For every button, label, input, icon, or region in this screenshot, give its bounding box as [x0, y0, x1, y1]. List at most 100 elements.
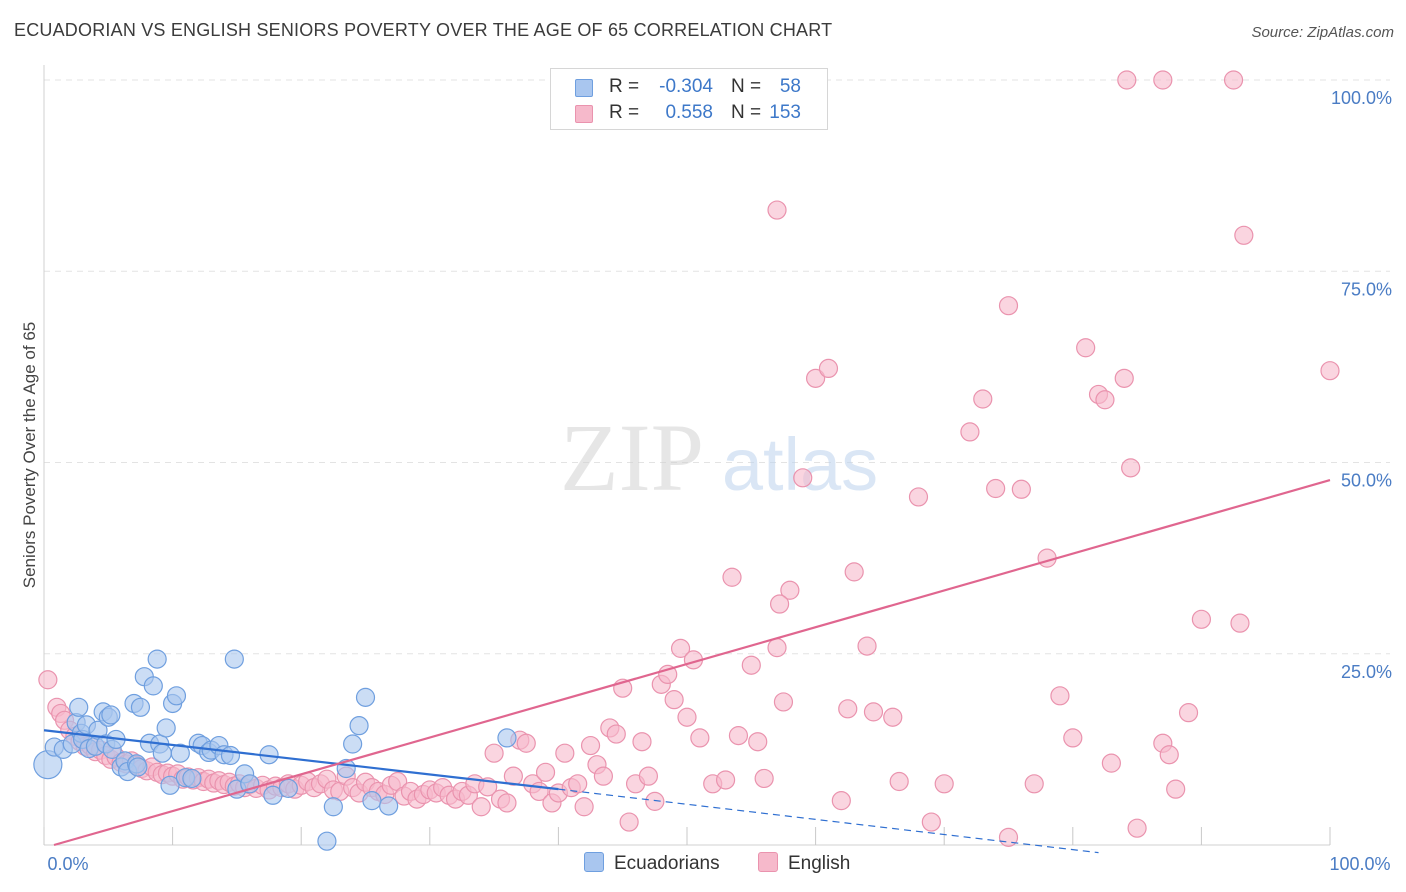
- bottom-legend-label: English: [788, 853, 851, 874]
- ecuadorian-point: [278, 778, 298, 798]
- y-tick-label: 75.0%: [1341, 279, 1392, 299]
- english-point: [574, 797, 594, 817]
- y-tick-label: 100.0%: [1331, 88, 1392, 108]
- english-point: [1101, 753, 1121, 773]
- english-point: [754, 768, 774, 789]
- english-point: [769, 594, 790, 614]
- chart-title: ECUADORIAN VS ENGLISH SENIORS POVERTY OV…: [14, 20, 833, 40]
- english-point: [838, 699, 858, 719]
- bottom-legend-label: Ecuadorians: [614, 853, 720, 874]
- english-point: [805, 368, 826, 388]
- x-tick-label: 100.0%: [1329, 854, 1390, 874]
- english-point: [883, 707, 903, 727]
- english-point: [780, 580, 800, 600]
- english-point: [568, 774, 588, 794]
- english-point: [670, 638, 691, 658]
- english-point: [1159, 745, 1179, 765]
- english-point: [1223, 70, 1244, 90]
- english-point: [516, 733, 536, 753]
- ecuadorian-point: [143, 676, 163, 696]
- ecuadorian-point: [182, 768, 202, 789]
- english-point: [632, 732, 652, 752]
- english-point: [1234, 225, 1254, 245]
- english-point: [986, 478, 1006, 499]
- english-point: [606, 724, 626, 744]
- english-point: [503, 766, 523, 786]
- bottom-legend-swatch-blue: [584, 852, 604, 872]
- ecuadorian-point: [317, 831, 337, 851]
- english-point: [722, 567, 742, 587]
- legend-n-label: N =: [731, 102, 762, 123]
- ecuadorian-point: [362, 791, 382, 811]
- ecuadorian-point: [101, 705, 121, 725]
- ecuadorian-point: [497, 728, 517, 748]
- english-point: [921, 812, 941, 832]
- english-point: [555, 743, 575, 763]
- english-point: [1191, 609, 1212, 629]
- english-point: [1076, 338, 1096, 358]
- ecuadorian-point: [160, 775, 180, 795]
- ecuadorian-point: [220, 745, 241, 766]
- english-point: [1166, 779, 1186, 799]
- ecuadorian-point: [343, 734, 363, 754]
- bottom-legend-english: English: [758, 852, 850, 876]
- english-point: [645, 791, 665, 811]
- ecuadorian-point: [156, 718, 176, 738]
- ecuadorian-point: [69, 697, 89, 717]
- english-point: [535, 762, 556, 782]
- english-point: [715, 770, 736, 790]
- english-point: [728, 726, 749, 746]
- english-point: [1153, 70, 1173, 90]
- english-point: [748, 732, 768, 752]
- english-point: [793, 468, 813, 488]
- legend-r-value: -0.304: [659, 76, 713, 97]
- english-point: [934, 774, 954, 794]
- english-point: [831, 791, 851, 811]
- ecuadorian-point: [128, 757, 148, 777]
- watermark: ZIP atlas: [560, 404, 878, 511]
- english-point: [690, 728, 710, 748]
- ecuadorian-point: [355, 687, 376, 707]
- legend-r-label: R =: [609, 76, 640, 97]
- english-point: [1114, 368, 1134, 388]
- english-point: [593, 766, 614, 786]
- english-point: [973, 389, 993, 409]
- y-tick-label: 50.0%: [1341, 471, 1392, 491]
- legend-n-value: 58: [779, 76, 801, 97]
- english-point: [889, 771, 909, 792]
- english-point: [818, 358, 839, 379]
- english-point: [677, 707, 697, 727]
- ecuadorian-point: [323, 797, 343, 817]
- english-point: [638, 766, 659, 786]
- english-point: [1050, 686, 1070, 706]
- legend-n-label: N =: [731, 76, 762, 97]
- english-point: [664, 690, 684, 710]
- english-point: [767, 638, 787, 658]
- x-tick-label: 0.0%: [47, 854, 88, 874]
- english-point: [863, 702, 884, 722]
- english-point: [1011, 479, 1031, 499]
- english-point: [1117, 70, 1137, 90]
- english-trend-line: [53, 479, 1331, 847]
- tick-labels: 25.0% 50.0% 75.0% 100.0% 0.0% 100.0%: [47, 88, 1392, 874]
- ecuadorian-point: [166, 686, 187, 706]
- y-tick-label: 25.0%: [1341, 662, 1392, 682]
- ecuadorian-point: [224, 649, 244, 669]
- legend-r-value: 0.558: [665, 102, 713, 123]
- legend-n-value: 153: [769, 102, 801, 123]
- watermark-zip: ZIP: [560, 404, 704, 511]
- english-point: [767, 200, 787, 220]
- english-point: [580, 735, 601, 756]
- trend-lines: [43, 479, 1331, 854]
- watermark-atlas: atlas: [722, 423, 878, 506]
- ecuadorian-point: [152, 743, 172, 763]
- grid-layer: [43, 65, 1390, 846]
- english-point: [1121, 458, 1141, 478]
- english-point: [998, 296, 1019, 316]
- english-point: [1320, 361, 1340, 381]
- english-point: [619, 812, 639, 832]
- ecuadorian-point: [130, 697, 151, 717]
- english-point: [497, 793, 517, 813]
- english-point: [844, 562, 864, 582]
